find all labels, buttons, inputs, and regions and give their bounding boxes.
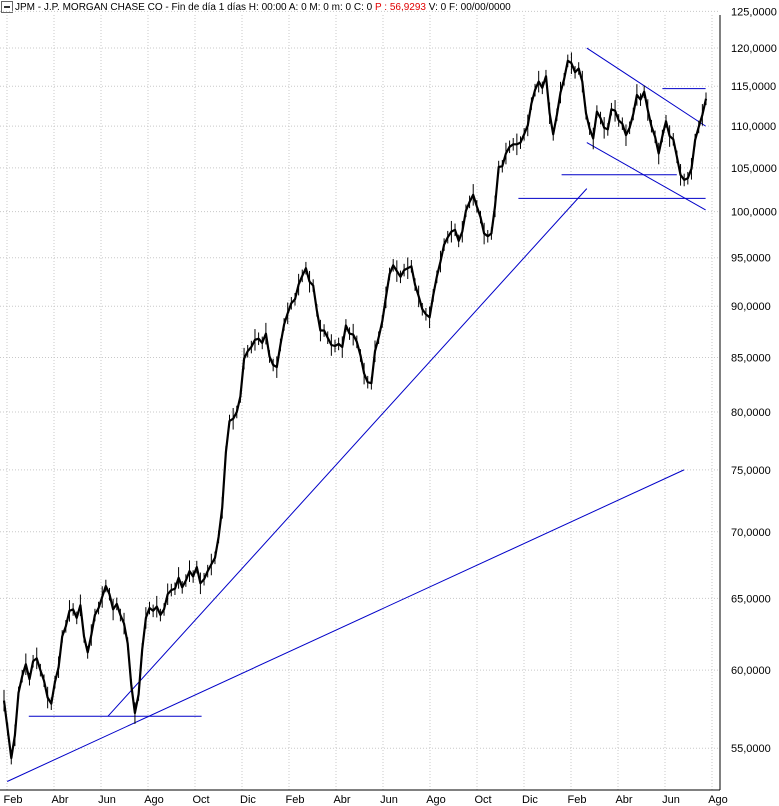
- header-symbol: JPM: [15, 2, 35, 13]
- x-tick-label: Oct: [192, 794, 209, 806]
- x-tick-label: Dic: [522, 794, 538, 806]
- chart-header: JPM - J.P. MORGAN CHASE CO - Fin de día …: [0, 0, 779, 15]
- header-m: M: 0: [309, 2, 329, 13]
- price-series: [2, 52, 708, 765]
- x-tick-label: Jun: [662, 794, 680, 806]
- x-tick-label: Ago: [708, 794, 728, 806]
- y-tick-label: 115,0000: [731, 81, 776, 93]
- header-name: J.P. MORGAN CHASE CO: [43, 2, 163, 13]
- x-tick-label: Abr: [333, 794, 350, 806]
- x-tick-label: Abr: [51, 794, 68, 806]
- y-tick-label: 110,0000: [731, 121, 776, 133]
- x-tick-label: Abr: [615, 794, 632, 806]
- chart-axes: 55,0000 60,0000 65,0000 70,0000 75,0000 80,00…: [0, 6, 777, 806]
- y-tick-label: 105,0000: [731, 163, 777, 175]
- header-v: V: 0: [428, 2, 447, 13]
- header-p: P : 56,9293: [375, 2, 426, 13]
- header-f: F: 00/00/0000: [448, 2, 511, 13]
- x-tick-label: Feb: [286, 794, 305, 806]
- header-h: H: 00:00: [248, 2, 287, 13]
- y-tick-label: 75,0000: [731, 465, 771, 477]
- trend-line: [586, 47, 706, 127]
- y-tick-label: 60,0000: [731, 665, 771, 677]
- trend-lines: [6, 47, 706, 782]
- x-tick-label: Feb: [4, 794, 23, 806]
- header-c: C: 0: [353, 2, 373, 13]
- x-tick-label: Dic: [240, 794, 256, 806]
- trend-line: [6, 469, 685, 782]
- y-tick-label: 120,0000: [731, 43, 777, 55]
- x-tick-label: Ago: [426, 794, 446, 806]
- y-tick-label: 55,0000: [731, 743, 771, 755]
- chart-menu-icon[interactable]: [1, 1, 13, 14]
- y-tick-label: 125,0000: [731, 6, 777, 18]
- y-tick-label: 70,0000: [731, 527, 771, 539]
- y-tick-label: 90,0000: [731, 301, 771, 313]
- y-tick-label: 85,0000: [731, 353, 771, 365]
- price-line: [2, 59, 708, 760]
- x-tick-label: Oct: [474, 794, 491, 806]
- x-tick-label: Jun: [380, 794, 398, 806]
- y-tick-label: 65,0000: [731, 593, 771, 605]
- y-tick-label: 80,0000: [731, 407, 771, 419]
- chart-grid: [0, 10, 720, 790]
- trend-line: [107, 188, 588, 717]
- header-interval: Fin de día 1 días: [171, 2, 247, 13]
- x-tick-label: Ago: [144, 794, 164, 806]
- header-a: A: 0: [288, 2, 307, 13]
- y-tick-label: 95,0000: [731, 253, 771, 265]
- x-tick-label: Jun: [98, 794, 116, 806]
- y-tick-label: 100,0000: [731, 207, 777, 219]
- x-tick-label: Feb: [568, 794, 587, 806]
- header-mm: m: 0: [331, 2, 352, 13]
